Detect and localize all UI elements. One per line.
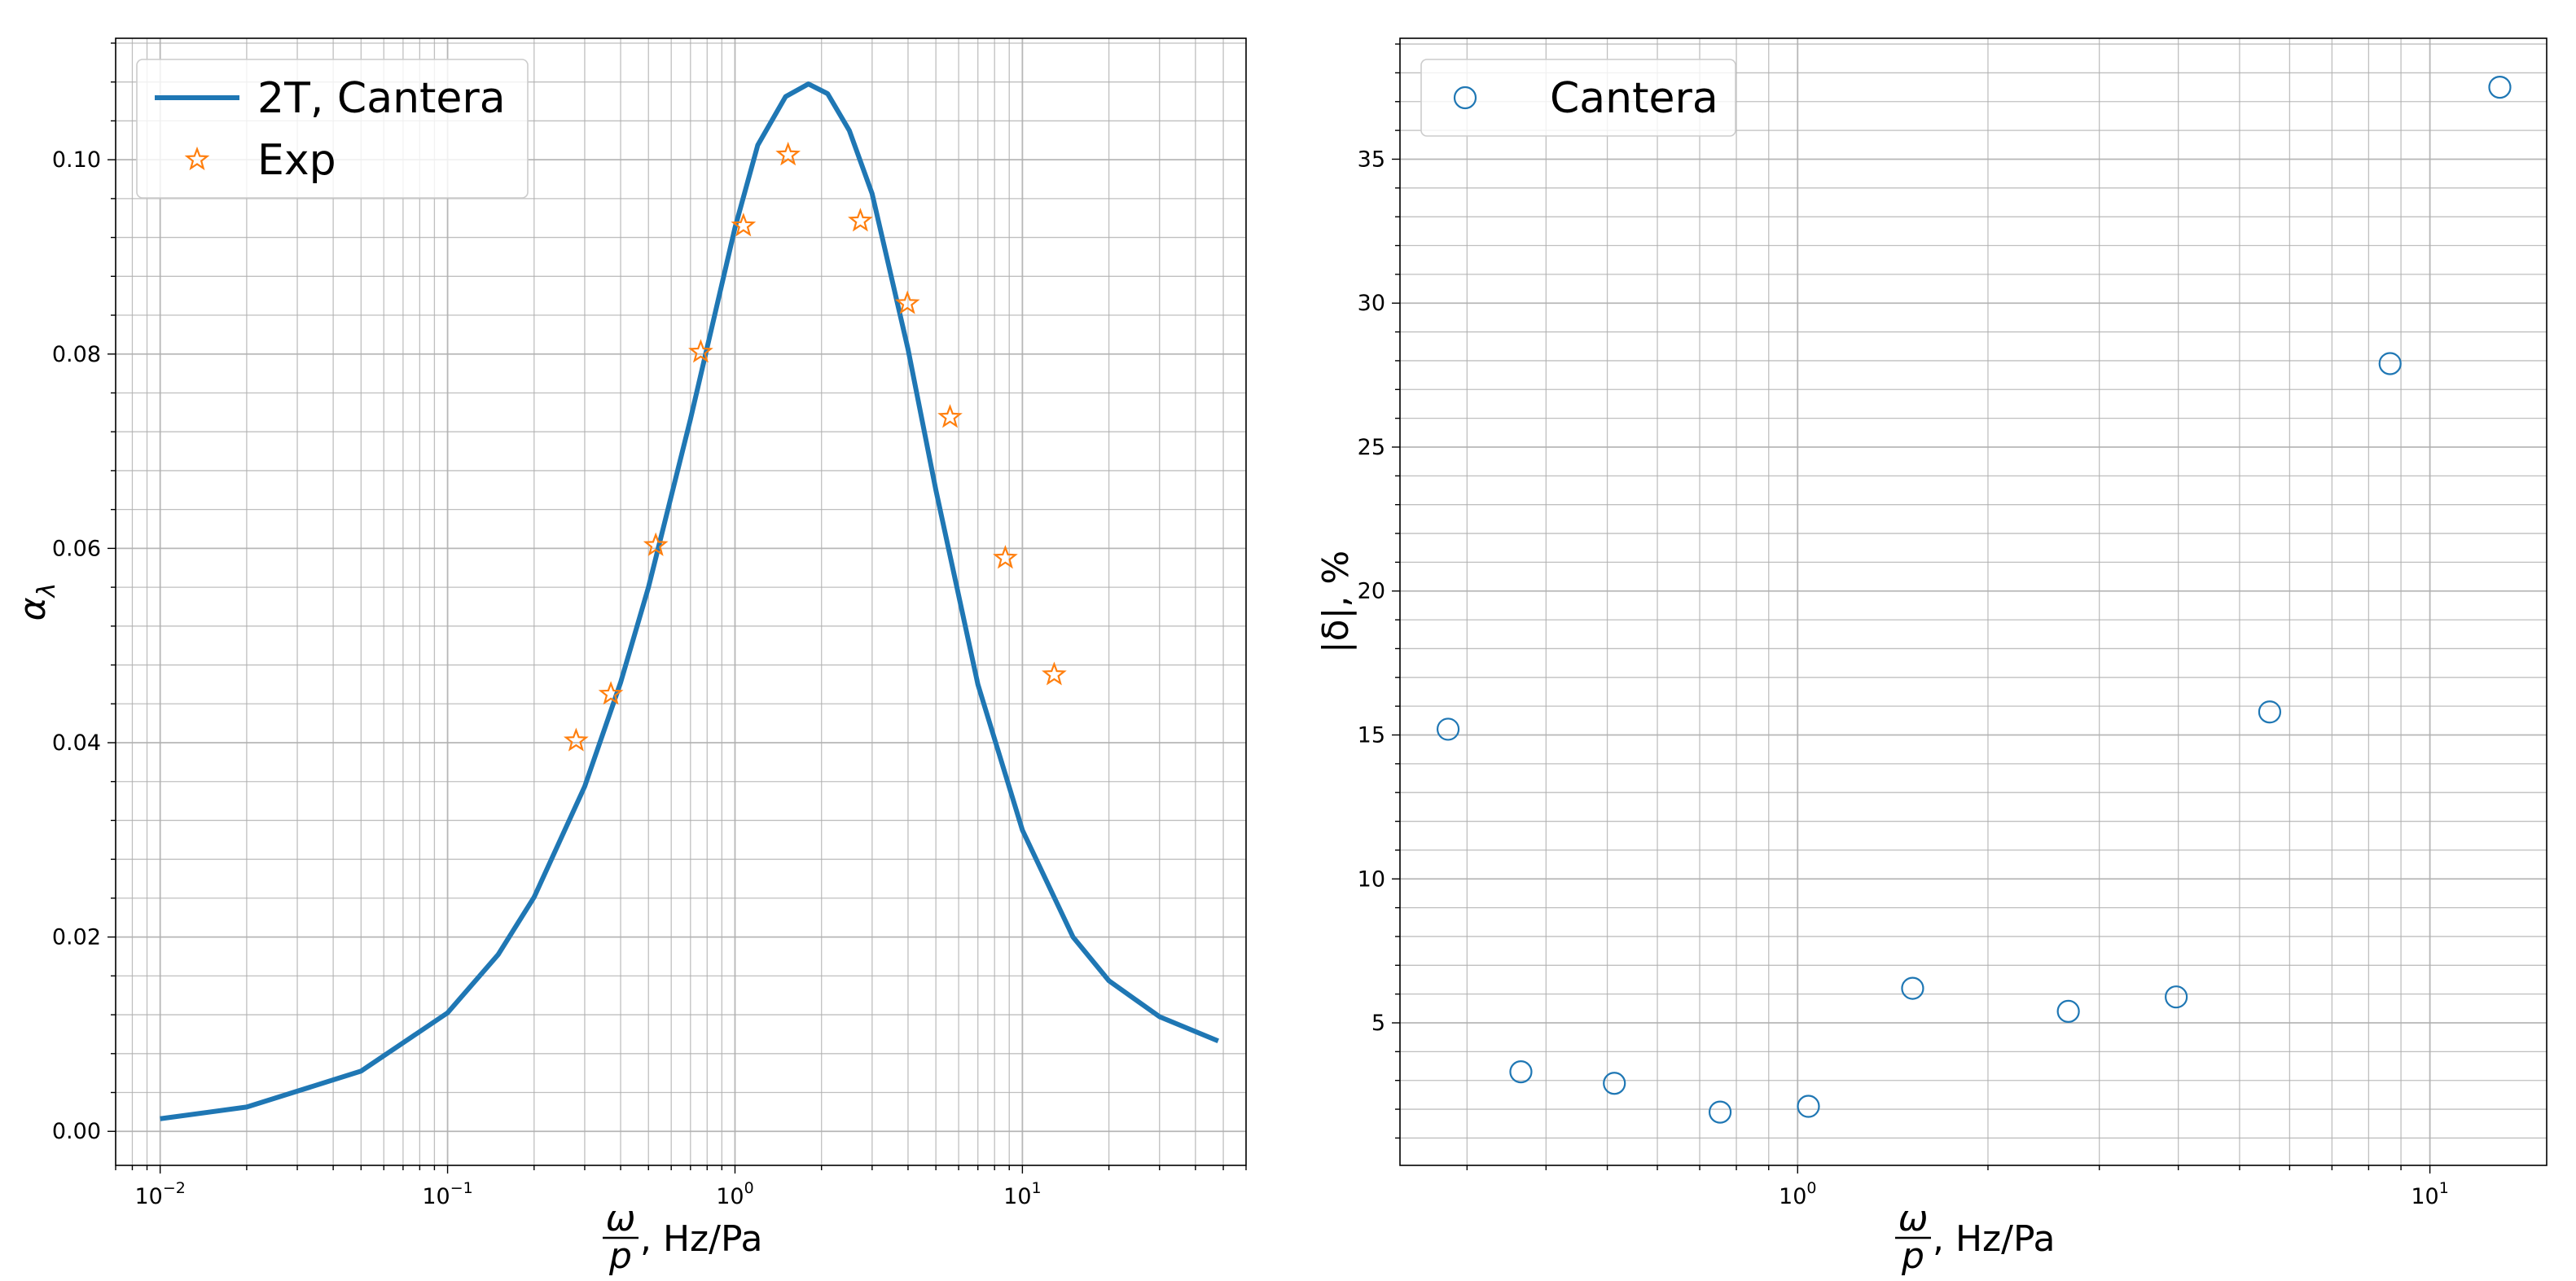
left-x-tick-base: 10 [1003, 1184, 1031, 1209]
left-x-label-denominator: p [608, 1235, 632, 1277]
left-star-marker [688, 339, 713, 363]
left-legend-box [136, 59, 529, 199]
left-x-label-numerator: ω [606, 1198, 636, 1239]
right-circle-marker [2165, 985, 2188, 1009]
left-x-tick-exp: −2 [163, 1179, 186, 1197]
right-y-tick-label: 30 [1358, 291, 1385, 316]
right-legend-box [1420, 59, 1736, 137]
left-y-label-main: α [12, 597, 54, 621]
right-y-tick-label: 5 [1371, 1011, 1385, 1036]
right-circle-marker [1509, 1060, 1533, 1084]
right-circle-marker [1603, 1072, 1626, 1095]
right-y-label-main: |δ|, % [1315, 551, 1357, 653]
left-data [160, 81, 1219, 1121]
left-y-tick-label: 0.00 [52, 1119, 101, 1144]
left-x-axis-label: ωp, Hz/Pa [603, 1198, 763, 1277]
right-data [1436, 75, 2512, 1124]
left-y-tick-label: 0.08 [52, 342, 101, 367]
left-y-tick-label: 0.02 [52, 925, 101, 950]
right-grid [1400, 38, 2547, 1165]
left-legend-star-handle [184, 146, 210, 171]
right-circle-marker [2056, 999, 2080, 1023]
left-x-tick-exp: 1 [1032, 1179, 1042, 1197]
left-legend-label: Exp [257, 136, 336, 185]
left-chart-panel: 10−2 10−1 100 1010.000.020.040.060.080.10ωp… [12, 37, 1247, 1277]
left-x-tick-label: 10−1 [422, 1179, 472, 1209]
right-circle-marker [2488, 75, 2512, 99]
right-legend-label: Cantera [1550, 74, 1718, 123]
left-star-marker [848, 208, 873, 232]
right-x-label-unit: , Hz/Pa [1933, 1218, 2056, 1260]
left-star-marker [598, 681, 624, 705]
left-x-tick-base: 10 [422, 1184, 450, 1209]
left-star-marker [937, 404, 963, 428]
right-x-tick-base: 10 [2411, 1184, 2438, 1209]
left-y-tick-label: 0.10 [52, 147, 101, 173]
left-grid [116, 38, 1246, 1165]
left-star-marker [643, 532, 669, 556]
left-x-tick-exp: 0 [744, 1179, 754, 1197]
left-star-marker [894, 290, 920, 314]
left-y-tick-label: 0.04 [52, 730, 101, 756]
left-x-tick-label: 10−2 [134, 1179, 185, 1209]
right-circle-marker [1901, 976, 1924, 1000]
right-x-tick-exp: 1 [2439, 1179, 2449, 1197]
right-y-tick-label: 10 [1358, 866, 1385, 892]
right-y-axis-label: |δ|, % [1315, 551, 1357, 653]
right-y-tick-label: 35 [1358, 147, 1385, 172]
right-x-tick-base: 10 [1779, 1184, 1806, 1209]
left-x-tick-exp: −1 [450, 1179, 473, 1197]
left-x-tick-label: 100 [716, 1179, 753, 1209]
right-y-tick-label: 20 [1358, 579, 1385, 604]
left-x-tick-base: 10 [716, 1184, 744, 1209]
left-star-marker [1042, 661, 1067, 686]
right-circle-marker [2258, 700, 2282, 724]
right-axes-frame [1399, 37, 2547, 1166]
left-series-line [160, 81, 1219, 1121]
left-legend-label: 2T, Cantera [257, 74, 506, 123]
right-legend-circle-handle [1453, 86, 1477, 110]
right-x-tick-exp: 0 [1806, 1179, 1816, 1197]
left-y-label-sub: λ [33, 583, 61, 599]
right-x-tick-label: 101 [2411, 1179, 2448, 1209]
left-legend: 2T, Cantera Exp [136, 59, 529, 199]
left-y-axis-label: αλ [12, 583, 61, 621]
left-star-marker [564, 727, 589, 752]
right-circle-marker [2378, 352, 2402, 375]
left-star-marker [775, 142, 801, 166]
right-legend: Cantera [1420, 59, 1736, 137]
left-star-marker [993, 545, 1018, 569]
right-x-axis-label: ωp, Hz/Pa [1895, 1198, 2056, 1277]
right-y-tick-label: 15 [1358, 722, 1385, 748]
right-x-label-denominator: p [1901, 1235, 1924, 1277]
left-star-marker [731, 213, 757, 237]
left-x-tick-base: 10 [134, 1184, 162, 1209]
right-x-label-numerator: ω [1898, 1198, 1929, 1239]
right-y-tick-label: 25 [1358, 435, 1385, 460]
left-y-tick-label: 0.06 [52, 536, 101, 561]
left-axes-frame [115, 37, 1247, 1166]
right-x-tick-label: 100 [1779, 1179, 1816, 1209]
right-circle-marker [1797, 1095, 1820, 1118]
right-circle-marker [1708, 1100, 1732, 1124]
left-x-label-unit: , Hz/Pa [640, 1218, 763, 1260]
right-circle-marker [1436, 717, 1460, 741]
left-x-tick-label: 101 [1003, 1179, 1041, 1209]
